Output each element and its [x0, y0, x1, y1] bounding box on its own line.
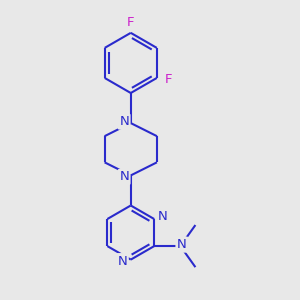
Text: N: N: [118, 255, 127, 268]
Text: N: N: [119, 170, 129, 183]
Text: F: F: [164, 73, 172, 86]
Text: F: F: [127, 16, 134, 29]
Text: N: N: [177, 238, 187, 251]
Text: N: N: [119, 115, 129, 128]
Text: N: N: [158, 210, 167, 223]
